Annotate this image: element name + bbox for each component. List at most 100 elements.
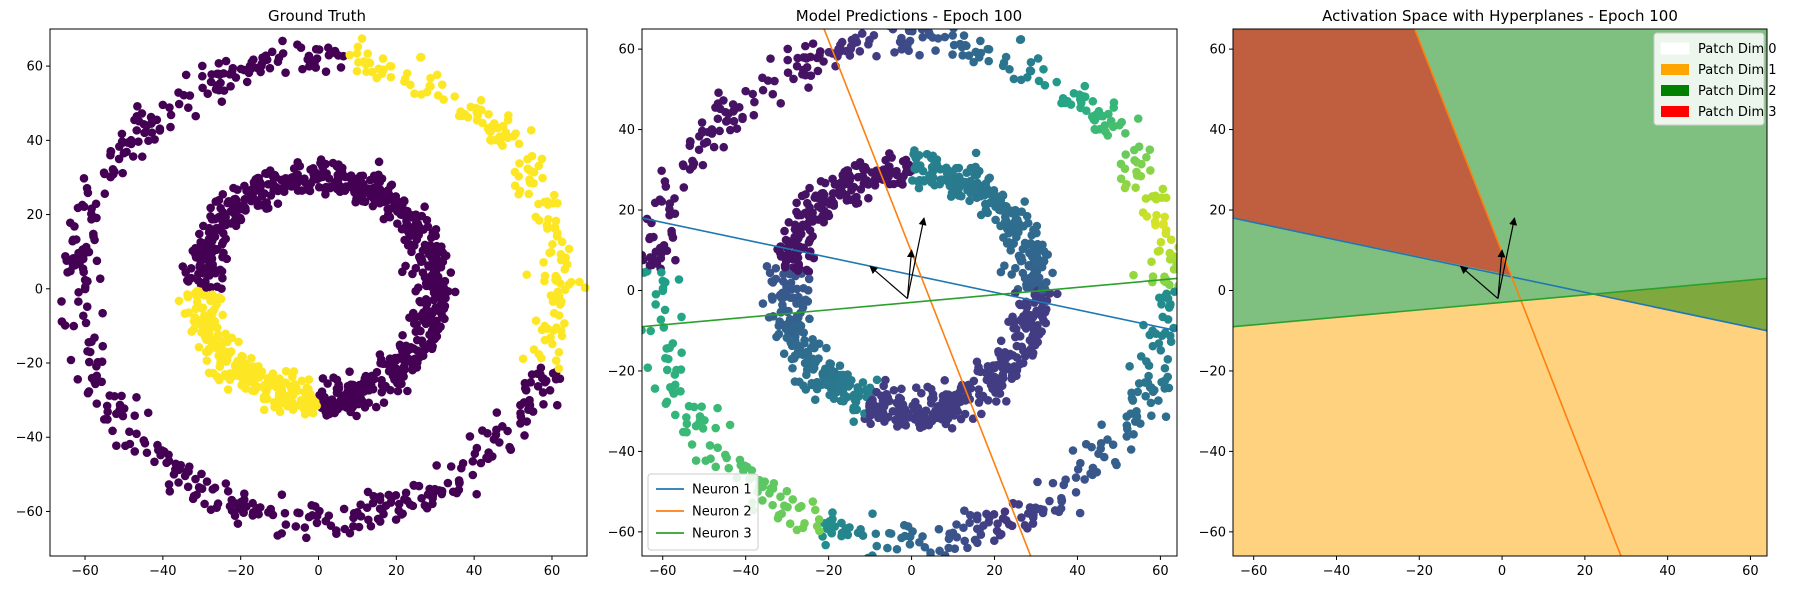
data-point [1022,302,1032,312]
data-point [300,523,310,532]
data-point [1025,316,1035,325]
data-point [1022,349,1032,358]
data-point [748,89,758,99]
data-point [155,126,165,135]
data-point [336,63,346,72]
data-point [1034,76,1044,86]
data-point [1142,357,1151,366]
neuron-legend: Neuron 1 Neuron 2 Neuron 3 [647,473,759,551]
x-tick-label: −60 [1240,564,1267,579]
data-point [60,321,70,330]
data-point [227,495,237,505]
data-point [84,337,94,347]
y-tick-label: 40 [26,134,43,149]
data-point [230,215,240,225]
data-point [407,247,416,257]
data-point [1001,216,1011,225]
legend-label: Patch Dim 1 [1698,63,1777,78]
data-point [1000,507,1010,516]
data-point [1148,272,1158,281]
data-point [184,462,194,471]
data-point [432,70,442,80]
data-point [890,48,899,57]
data-point [316,155,326,164]
data-point [915,537,924,547]
data-point [523,154,532,164]
data-point [779,349,789,359]
data-point [520,431,529,440]
data-point [346,407,355,417]
data-point [363,385,373,395]
data-point [516,412,526,421]
model-predictions-points [642,29,1177,556]
activation-arrow [1459,265,1499,299]
data-point [199,221,208,231]
data-point [741,86,750,96]
data-point [923,382,932,392]
x-tick-label: 60 [1152,564,1169,579]
data-point [227,67,237,76]
data-point [247,353,256,363]
data-point [118,168,127,178]
data-point [478,426,487,435]
data-point [1100,121,1110,130]
data-point [548,369,558,378]
data-point [256,200,266,210]
data-point [947,423,957,433]
data-point [191,304,201,313]
data-point [362,503,372,512]
data-point [125,427,134,437]
x-tick-label: −60 [649,564,676,579]
data-point [211,85,221,94]
y-tick-label: −60 [1199,525,1226,540]
data-point [682,413,691,422]
data-point [1097,420,1106,429]
data-point [216,342,226,351]
data-point [713,99,723,108]
data-point [719,142,729,152]
data-point [776,492,785,502]
data-point [691,421,701,431]
data-point [1141,391,1150,401]
data-point [802,62,812,72]
data-point [432,332,442,341]
data-point [239,508,248,517]
data-point [496,138,505,147]
data-point [504,111,513,120]
data-point [668,386,678,396]
data-point [996,336,1006,346]
data-point [1137,159,1146,169]
data-point [993,519,1002,529]
data-point [976,210,986,220]
data-point [1007,270,1016,279]
data-point [554,347,564,357]
data-point [546,247,556,257]
legend-label: Patch Dim 3 [1698,105,1777,120]
data-point [236,64,246,74]
data-point [356,191,365,200]
data-point [835,361,845,371]
data-point [1157,300,1166,309]
data-point [738,114,747,124]
y-tick-label: −60 [608,525,635,540]
y-tick-label: −40 [1199,445,1226,460]
data-point [765,268,775,278]
data-point [511,129,520,138]
data-point [233,519,243,528]
data-point [649,255,659,264]
data-point [910,164,919,173]
data-point [1022,308,1031,318]
data-point [1068,446,1078,455]
data-point [963,543,972,553]
data-point [384,366,394,376]
data-point [372,367,382,377]
data-point [265,63,275,73]
data-point [550,222,560,232]
model-predictions-panel: Model Predictions - Epoch 100 −60 −40 −20 0… [608,7,1178,579]
data-point [122,147,131,157]
data-point [920,542,930,552]
data-point [108,426,117,436]
data-point [63,267,72,277]
data-point [470,449,480,459]
neuron-line [642,277,1177,328]
